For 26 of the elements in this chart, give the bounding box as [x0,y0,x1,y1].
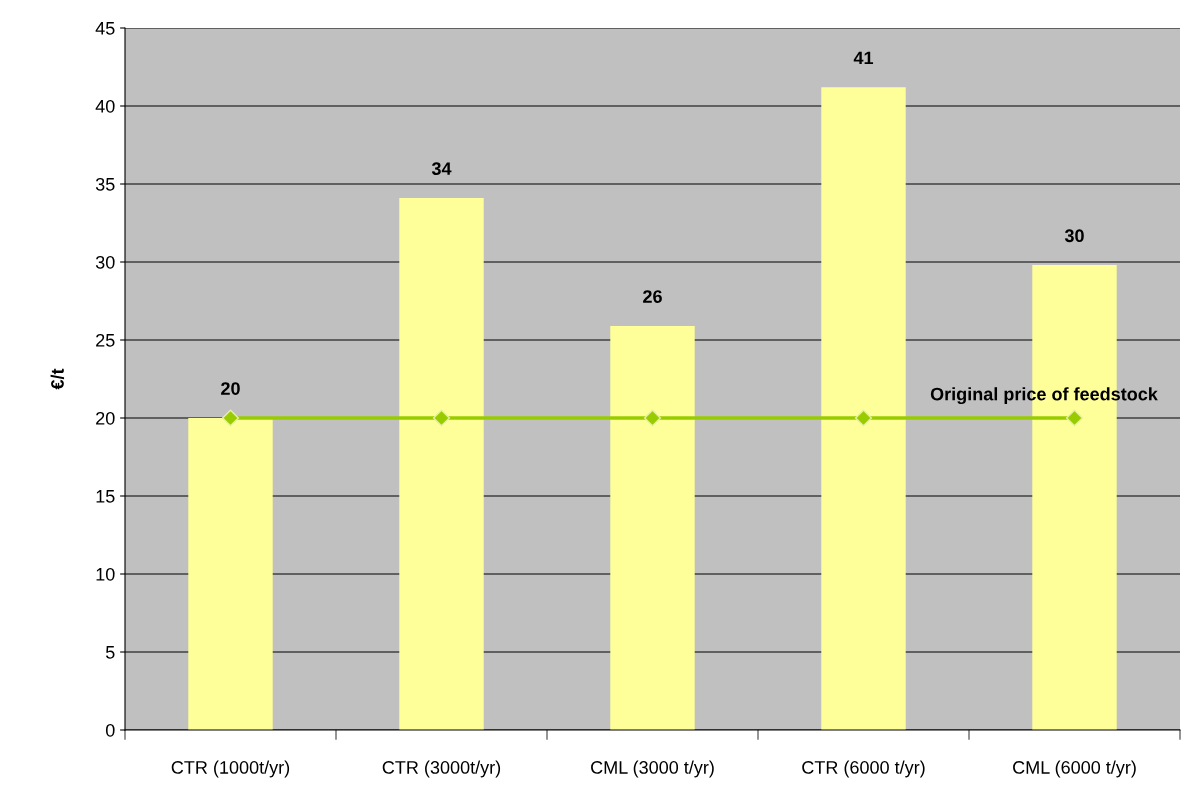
y-tick-label: 30 [95,255,115,269]
x-tick-label: CML (6000 t/yr) [1013,760,1136,778]
y-axis-title: €/t [50,368,65,390]
y-tick-label: 10 [96,567,115,581]
data-label: 41 [853,51,874,65]
data-label: 34 [431,162,452,176]
bar [188,418,273,730]
bar [821,87,906,730]
y-tick-label: 35 [95,177,115,191]
bar [399,198,484,730]
y-tick-label: 0 [105,723,115,737]
data-label: 26 [643,290,662,303]
y-tick-label: 45 [95,22,115,35]
y-tick-label: 5 [105,646,115,659]
x-tick-label: CML (3000 t/yr) [591,760,714,778]
y-tick-label: 20 [96,411,115,425]
bar [610,325,695,730]
y-tick-label: 15 [96,490,115,503]
y-tick-label: 25 [96,333,115,347]
series-label: Original price of feedstock [930,387,1158,405]
y-tick-label: 40 [95,99,115,113]
x-tick-label: CTR (1000t/yr) [171,760,290,778]
x-tick-label: CTR (6000 t/yr) [802,760,925,778]
data-label: 20 [221,382,240,395]
x-tick-label: CTR (3000t/yr) [382,760,501,778]
data-label: 30 [1064,229,1084,243]
